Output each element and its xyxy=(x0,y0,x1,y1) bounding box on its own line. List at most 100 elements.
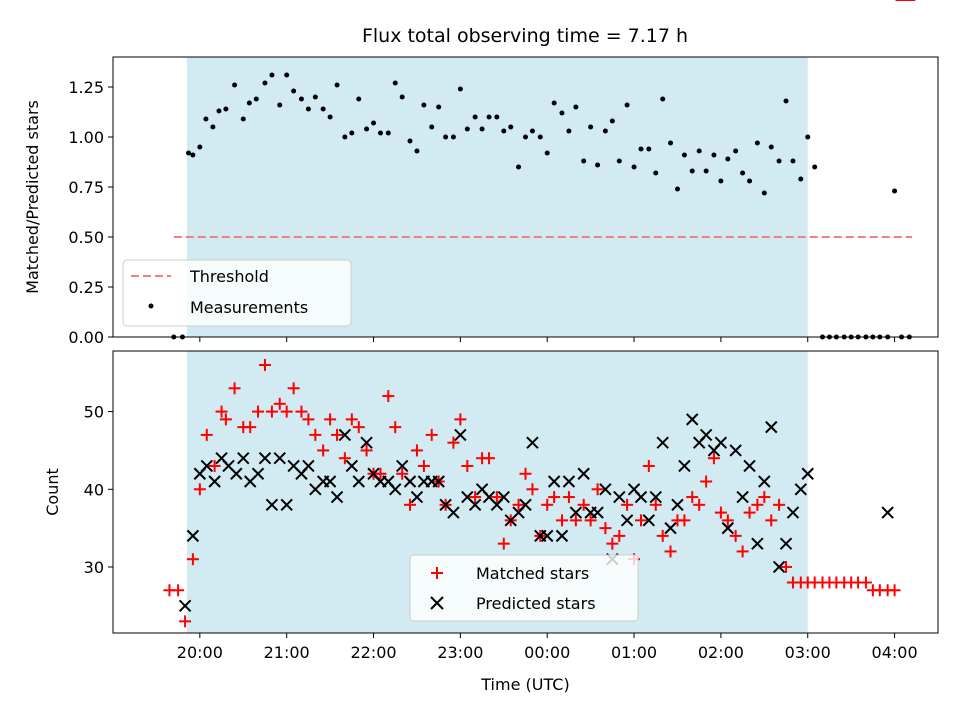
predicted-star-point xyxy=(714,436,728,449)
matched-star-point xyxy=(555,514,568,527)
predicted-star-point xyxy=(620,514,634,527)
predicted-star-point xyxy=(642,514,656,527)
matched-star-point xyxy=(888,584,901,597)
matched-star-point xyxy=(228,382,241,395)
matched-star-point xyxy=(721,514,734,527)
matched-star-point xyxy=(656,529,669,542)
measurement-point xyxy=(776,158,782,164)
predicted-star-point xyxy=(779,537,793,550)
predicted-star-point xyxy=(547,475,561,488)
measurement-point xyxy=(197,144,203,150)
measurement-point xyxy=(305,106,311,112)
measurement-point xyxy=(450,134,456,140)
legend-measurements-swatch xyxy=(148,303,154,309)
measurement-point xyxy=(696,148,702,154)
measurement-point xyxy=(805,134,811,140)
measurement-point xyxy=(298,96,304,102)
matched-star-point xyxy=(859,576,872,589)
matched-star-point xyxy=(280,405,293,418)
measurement-point xyxy=(186,150,192,156)
top-axes-frame xyxy=(112,56,939,338)
predicted-star-point xyxy=(881,506,894,519)
matched-star-point xyxy=(396,467,409,480)
measurement-point xyxy=(421,102,427,108)
top-panel: 0.00 0.25 0.50 0.75 1.00 1.25 Matched/Predict… xyxy=(23,56,939,347)
matched-star-point xyxy=(562,491,575,504)
predicted-star-point xyxy=(389,483,402,496)
predicted-star-point xyxy=(555,529,569,543)
top-y-tick-label: 0.00 xyxy=(68,328,104,347)
measurement-point xyxy=(464,126,470,132)
predicted-star-point xyxy=(345,459,359,473)
x-tick-label: 20:00 xyxy=(177,643,223,662)
matched-star-point xyxy=(599,522,612,535)
chart-title: Flux total observing time = 7.17 h xyxy=(362,25,688,47)
measurement-point xyxy=(277,102,283,108)
top-y-tick-label: 0.50 xyxy=(68,228,104,247)
predicted-star-point xyxy=(280,498,293,512)
measurement-point xyxy=(501,128,507,134)
measurement-point xyxy=(566,128,572,134)
x-tick-label: 23:00 xyxy=(437,643,483,662)
measurement-point xyxy=(356,96,362,102)
measurement-point xyxy=(486,114,492,120)
measurement-point xyxy=(653,170,659,176)
predicted-star-point xyxy=(200,459,213,473)
predicted-star-point xyxy=(613,490,626,504)
measurement-point xyxy=(240,116,246,122)
predicted-star-point xyxy=(801,467,814,480)
predicted-star-point xyxy=(634,490,648,504)
measurement-point xyxy=(754,140,760,146)
matched-star-point xyxy=(193,483,206,496)
predicted-star-point xyxy=(577,467,590,480)
predicted-star-point xyxy=(323,475,337,488)
measurement-point xyxy=(407,138,413,144)
matched-star-point xyxy=(331,428,344,441)
predicted-star-point xyxy=(751,537,764,550)
x-tick-label: 03:00 xyxy=(785,643,831,662)
x-tick-label: 02:00 xyxy=(698,643,744,662)
legend-matched-label: Matched stars xyxy=(476,564,589,583)
measurement-point xyxy=(190,152,196,158)
measurement-point xyxy=(551,100,557,106)
bottom-panel: 30 40 50 20:00 21:00 22:00 23:00 00:00 01:00 02:… xyxy=(43,0,939,694)
x-tick-label: 04:00 xyxy=(872,643,918,662)
measurement-point xyxy=(479,126,485,132)
matched-star-point xyxy=(686,491,699,504)
predicted-star-point xyxy=(591,506,604,519)
bottom-x-ticks: 20:00 21:00 22:00 23:00 00:00 01:00 02:00 03:00… xyxy=(177,633,918,662)
matched-star-point xyxy=(352,421,365,434)
measurement-point xyxy=(660,96,666,102)
measurement-point xyxy=(681,152,687,158)
x-tick-label: 00:00 xyxy=(524,643,570,662)
measurement-point xyxy=(385,130,391,136)
measurement-point xyxy=(646,146,652,152)
matched-star-point xyxy=(569,514,582,527)
x-tick-label: 21:00 xyxy=(264,643,310,662)
predicted-star-point xyxy=(599,483,612,496)
matched-star-point xyxy=(621,498,634,511)
matched-star-point xyxy=(302,413,315,426)
matched-star-point xyxy=(635,514,647,527)
measurement-point xyxy=(529,128,535,134)
predicted-star-point xyxy=(330,490,344,504)
bottom-y-tick-label: 30 xyxy=(84,558,104,577)
matched-star-point xyxy=(714,506,727,519)
matched-star-point xyxy=(613,529,626,542)
predicted-star-point xyxy=(541,529,554,543)
measurement-point xyxy=(334,82,340,88)
top-y-tick-label: 1.25 xyxy=(68,78,104,97)
predicted-star-point xyxy=(736,490,749,504)
measurement-point xyxy=(342,134,348,140)
measurement-point xyxy=(327,114,333,120)
predicted-star-point xyxy=(302,459,315,473)
predicted-star-point xyxy=(721,521,735,535)
measurement-point xyxy=(798,176,804,182)
matched-star-point xyxy=(382,390,395,403)
matched-star-point xyxy=(252,405,265,418)
x-tick-label: 01:00 xyxy=(611,643,657,662)
matched-star-point xyxy=(172,584,185,597)
matched-star-point xyxy=(577,498,590,511)
measurement-point xyxy=(262,80,268,86)
